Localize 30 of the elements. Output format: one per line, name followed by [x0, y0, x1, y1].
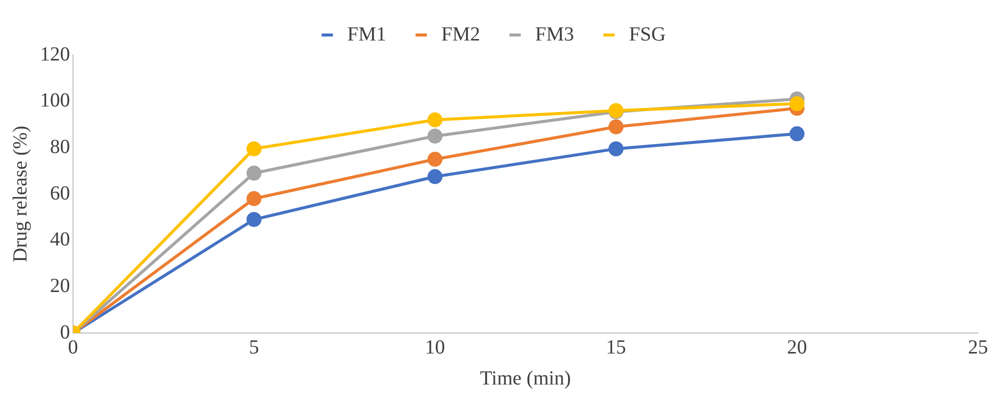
- legend-label: FM2: [441, 23, 480, 46]
- point: [790, 126, 804, 142]
- y-tick-label: 100: [40, 90, 70, 112]
- x-tick-label: 15: [606, 336, 626, 358]
- point: [428, 112, 442, 128]
- x-tick-label: 20: [787, 336, 807, 358]
- point: [608, 119, 624, 134]
- x-axis-title: Time (min): [480, 367, 571, 390]
- y-tick-label: 60: [50, 182, 70, 204]
- point: [246, 212, 262, 227]
- y-tick-label: 80: [50, 136, 70, 158]
- point: [428, 128, 442, 144]
- point: [428, 152, 442, 167]
- point: [790, 96, 804, 112]
- point: [246, 191, 262, 206]
- y-tick-label: 20: [50, 274, 70, 297]
- point: [428, 169, 442, 184]
- point: [608, 141, 624, 156]
- x-tick-label: 25: [968, 336, 988, 358]
- legend-label: FM1: [347, 23, 386, 46]
- x-tick-label: 10: [425, 336, 445, 358]
- x-tick-label: 5: [249, 336, 259, 358]
- point: [246, 166, 262, 181]
- y-tick-label: 120: [40, 43, 70, 66]
- legend-label: FSG: [629, 23, 666, 46]
- y-axis-title: Drug release (%): [9, 126, 32, 262]
- point: [246, 141, 262, 156]
- legend-label: FM3: [535, 23, 574, 46]
- y-tick-label: 40: [50, 228, 70, 251]
- y-tick-label: 0: [60, 321, 70, 344]
